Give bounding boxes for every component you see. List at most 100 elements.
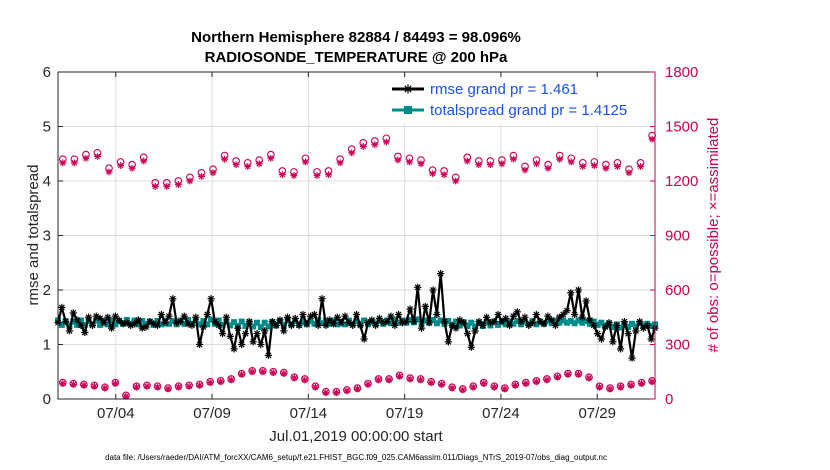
left-y-tick-label: 2 (43, 282, 51, 299)
asterisk-stroke (422, 303, 429, 310)
totalspread-point (200, 318, 207, 325)
asterisk-stroke (77, 322, 84, 329)
rmse-point (284, 313, 292, 321)
data-file-footer: data file: /Users/raeder/DAI/ATM_forcXX/… (105, 453, 607, 462)
rmse-point (280, 327, 288, 335)
asterisk-stroke (418, 160, 424, 167)
asterisk-stroke (649, 136, 655, 143)
asterisk-stroke (123, 319, 130, 326)
asterisk-stroke (288, 322, 295, 329)
asterisk-stroke (640, 325, 647, 332)
obs-assimilated-point (290, 172, 298, 179)
asterisk-stroke (387, 313, 394, 320)
asterisk-stroke (626, 169, 632, 176)
totalspread-point (514, 318, 521, 325)
asterisk-stroke (246, 318, 253, 325)
left-y-tick-label: 4 (43, 173, 51, 190)
asterisk-stroke (568, 159, 575, 165)
asterisk-stroke (586, 375, 592, 381)
rmse-point (85, 313, 93, 321)
totalspread-point (242, 322, 249, 329)
rmse-point (593, 330, 602, 338)
obs-assimilated-point (554, 373, 561, 381)
rmse-point (169, 295, 177, 303)
obs-assimilated-point (227, 376, 235, 384)
obs-assimilated-point (375, 376, 382, 384)
asterisk-stroke (233, 161, 239, 168)
obs-assimilated-point (359, 143, 367, 150)
obs-assimilated-point (490, 383, 498, 391)
asterisk-stroke (512, 382, 519, 389)
asterisk-stroke (632, 327, 639, 334)
left-y-axis-label: rmse and totalspread (25, 165, 42, 306)
obs-assimilated-point (382, 138, 390, 146)
asterisk-stroke (487, 161, 494, 168)
rmse-point (425, 319, 433, 327)
totalspread-point (579, 319, 586, 326)
rmse-point (624, 330, 632, 338)
x-tick-label: 07/19 (386, 405, 424, 422)
asterisk-stroke (556, 314, 563, 321)
right-y-tick-label: 0 (665, 391, 673, 408)
asterisk-stroke (365, 319, 371, 326)
obs-assimilated-point (163, 183, 171, 190)
left-y-tick-label: 6 (43, 64, 51, 81)
totalspread-point (583, 318, 590, 325)
totalspread-point (590, 318, 597, 325)
asterisk-stroke (200, 324, 207, 331)
asterisk-stroke (564, 307, 570, 314)
asterisk-stroke (468, 344, 475, 351)
obs-assimilated-point (648, 378, 656, 386)
rmse-point (571, 310, 579, 319)
totalspread-point (391, 316, 398, 323)
asterisk-stroke (552, 322, 559, 329)
obs-assimilated-point (614, 163, 621, 170)
asterisk-stroke (250, 338, 257, 345)
rmse-point (563, 307, 571, 315)
rmse-point (222, 313, 230, 321)
rmse-point (249, 338, 257, 346)
rmse-point (199, 323, 208, 331)
obs-assimilated-point (267, 154, 275, 162)
asterisk-stroke (617, 345, 624, 352)
asterisk-stroke (154, 384, 161, 391)
asterisk-stroke (480, 380, 487, 387)
obs-assimilated-point (463, 157, 471, 165)
obs-assimilated-point (448, 384, 456, 392)
asterisk-stroke (337, 160, 343, 166)
totalspread-point (521, 318, 528, 325)
obs-assimilated-point (112, 380, 119, 387)
asterisk-stroke (215, 322, 222, 329)
x-tick-label: 07/09 (193, 405, 231, 422)
rmse-point (609, 338, 617, 346)
rmse-point (287, 321, 296, 330)
rmse-point (96, 314, 104, 322)
obs-assimilated-point (101, 384, 109, 392)
asterisk-stroke (533, 378, 540, 385)
right-y-axis-ticks: 0 300 600 900 1200 1500 1800 (650, 64, 698, 408)
asterisk-stroke (514, 308, 521, 315)
rmse-point (483, 313, 491, 321)
rmse-point (272, 321, 280, 330)
asterisk-stroke (71, 160, 78, 166)
asterisk-stroke (418, 325, 425, 332)
totalspread-point (280, 321, 287, 328)
asterisk-stroke (404, 85, 412, 93)
asterisk-stroke (479, 322, 486, 329)
asterisk-stroke (590, 322, 597, 329)
totalspread-point (108, 317, 115, 324)
totalspread-point (594, 321, 601, 328)
rmse-point (58, 303, 66, 312)
right-y-tick-label: 1500 (665, 119, 698, 136)
rmse-point (81, 328, 89, 337)
asterisk-stroke (186, 383, 192, 390)
asterisk-stroke (83, 155, 89, 162)
asterisk-stroke (196, 382, 203, 389)
obs-assimilated-point (302, 158, 309, 166)
obs-assimilated-point (117, 162, 124, 169)
totalspread-point (533, 321, 540, 328)
asterisk-stroke (571, 311, 578, 318)
asterisk-stroke (133, 384, 140, 391)
asterisk-stroke (603, 165, 609, 172)
